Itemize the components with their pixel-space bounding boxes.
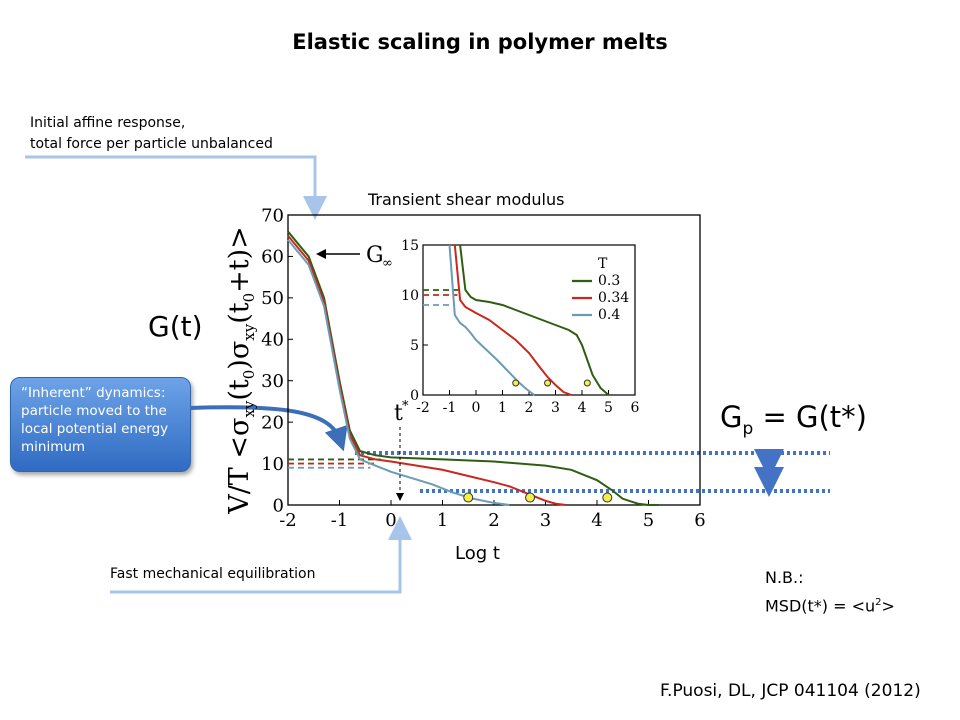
main-marker [602, 492, 613, 503]
main-xtick-label: 2 [488, 510, 499, 530]
main-ytick-label: 0 [273, 495, 284, 516]
inset-marker [512, 379, 520, 387]
note-affine-response: Initial affine response, total force per… [30, 113, 273, 155]
label-gp-g: G [720, 400, 743, 434]
main-xtick-label: 0 [385, 510, 396, 530]
inset-ytick-label: 5 [410, 338, 419, 354]
t-star-annotation: t * [394, 399, 409, 501]
inset-ytick-label: 10 [401, 288, 419, 304]
note-affine-line1: Initial affine response, [30, 115, 186, 131]
inset-xtick-label: -2 [416, 400, 430, 416]
main-ytick-label: 30 [261, 371, 284, 392]
main-marker [463, 492, 474, 503]
main-xtick-label: 5 [643, 510, 654, 530]
inset-series-line [453, 244, 572, 396]
inset-ytick-label: 0 [410, 388, 419, 404]
main-ytick-label: 40 [261, 330, 284, 351]
main-xtick-label: 3 [540, 510, 551, 530]
svg-text:G: G [366, 243, 384, 268]
svg-text:*: * [402, 399, 409, 414]
note-nb-prefix: MSD(t*) = <u [765, 596, 876, 616]
inset-chart: -2 -1 0 1 2 3 4 5 6 0 5 10 15 T 0.30.340.4 [401, 238, 639, 416]
inset-legend: T 0.30.340.4 [572, 256, 629, 323]
label-gp: Gp = G(t*) [720, 400, 867, 439]
inset-xtick-label: 1 [498, 400, 507, 416]
label-gt: G(t) [148, 310, 203, 343]
main-ylabel: V/T <σxy(t0)σxy(t0+t)> [224, 226, 258, 515]
main-ytick-label: 70 [261, 205, 284, 226]
inset-ticks: -2 -1 0 1 2 3 4 5 6 0 5 10 15 [401, 238, 639, 416]
label-gp-rest: = G(t*) [753, 400, 867, 434]
label-gp-sub: p [742, 418, 754, 439]
callout-inherent-dynamics: “Inherent” dynamics: particle moved to t… [10, 377, 191, 472]
inset-series-line [459, 244, 610, 396]
main-xtick-label: 6 [694, 510, 705, 530]
main-ytick-label: 10 [261, 454, 284, 475]
main-xtick-label: 1 [437, 510, 448, 530]
main-ytick-label: 20 [261, 412, 284, 433]
inset-xtick-label: 0 [472, 400, 481, 416]
inset-xtick-label: 4 [578, 400, 587, 416]
main-marker [525, 492, 536, 503]
main-xtick-label: -2 [279, 510, 297, 530]
inset-xtick-label: 6 [631, 400, 640, 416]
inset-marker [544, 379, 552, 387]
note-nb: N.B.: MSD(t*) = <u2> [765, 565, 895, 618]
main-lines [287, 230, 659, 506]
legend-label: 0.4 [598, 307, 620, 323]
main-xtick-label: 4 [591, 510, 602, 530]
note-affine-line2: total force per particle unbalanced [30, 136, 273, 152]
main-xtick-label: -1 [331, 510, 349, 530]
g-infinity-annotation: G ∞ [316, 243, 393, 271]
inset-xtick-label: 5 [604, 400, 613, 416]
affine-arrow [25, 155, 327, 220]
callout-arrow [189, 405, 348, 452]
note-nb-line1: N.B.: [765, 568, 804, 587]
inset-xtick-label: 2 [525, 400, 534, 416]
legend-title: T [598, 256, 608, 272]
note-nb-line2: MSD(t*) = <u2> [765, 590, 895, 618]
svg-text:t: t [394, 401, 403, 426]
note-nb-suffix: > [881, 596, 895, 616]
note-fast-equilibration: Fast mechanical equilibration [110, 566, 316, 582]
label-log-t: Log t [455, 543, 500, 564]
citation: F.Puosi, DL, JCP 041104 (2012) [660, 681, 921, 701]
inset-xtick-label: 3 [551, 400, 560, 416]
inset-series-line [448, 244, 535, 396]
fast-arrow [110, 516, 412, 594]
legend-label: 0.34 [598, 290, 629, 306]
main-ytick-label: 50 [261, 288, 284, 309]
inset-marker [583, 379, 591, 387]
caption-transient-modulus: Transient shear modulus [368, 190, 565, 209]
slide-title: Elastic scaling in polymer melts [292, 30, 668, 54]
inset-lines [423, 244, 610, 396]
inset-xtick-label: -1 [443, 400, 457, 416]
legend-label: 0.3 [598, 273, 620, 289]
inset-ytick-label: 15 [401, 238, 419, 254]
svg-text:∞: ∞ [382, 256, 393, 271]
main-ytick-label: 60 [261, 247, 284, 268]
note-nb-sup: 2 [875, 597, 882, 608]
